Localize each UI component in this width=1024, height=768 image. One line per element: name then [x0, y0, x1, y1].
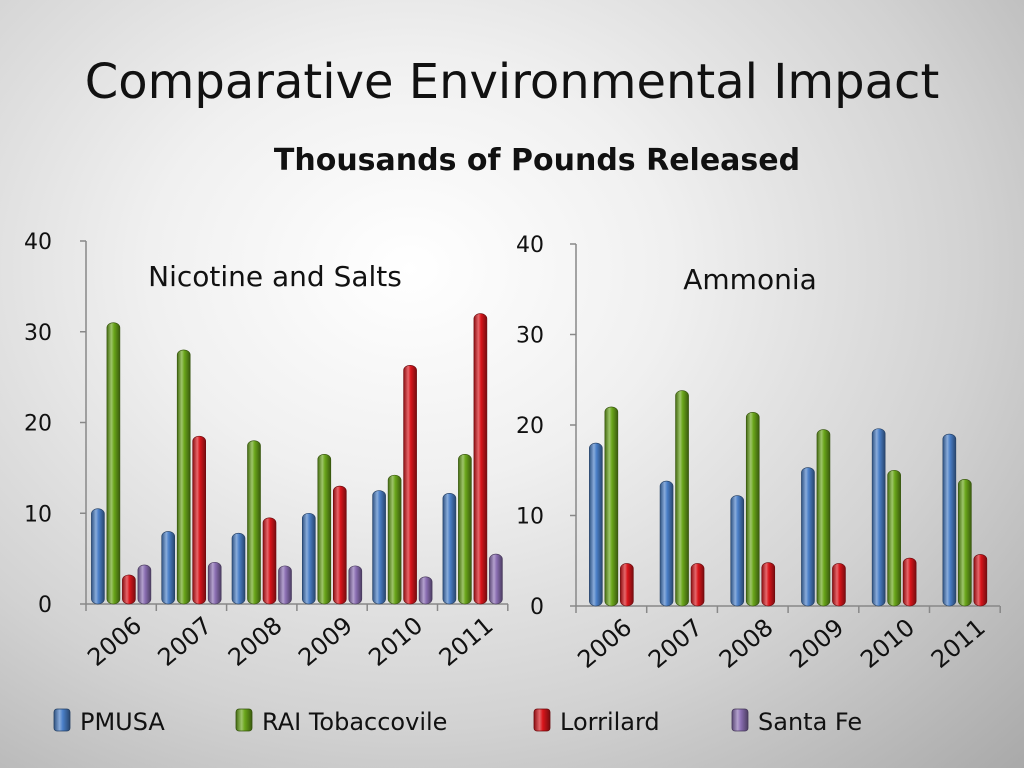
bar-ammonia-rai-tobaccovile-2007 — [675, 390, 689, 607]
x-tick-label: 2008 — [223, 611, 288, 672]
slide-subtitle: Thousands of Pounds Released — [274, 143, 800, 178]
bar-nicotine-and-salts-lorrilard-2011 — [473, 313, 488, 605]
bar-nicotine-and-salts-santa-fe-2011 — [489, 553, 503, 605]
bar-nicotine-and-salts-pmusa-2010 — [372, 490, 386, 605]
x-tick-label: 2009 — [293, 611, 358, 672]
y-tick-label: 30 — [24, 321, 52, 346]
bar-nicotine-and-salts-rai-tobaccovile-2008 — [247, 440, 261, 605]
bar-ammonia-pmusa-2009 — [801, 467, 815, 607]
x-tick-label: 2011 — [926, 613, 991, 674]
bar-nicotine-and-salts-pmusa-2007 — [161, 531, 175, 605]
bar-nicotine-and-salts-pmusa-2009 — [301, 512, 316, 605]
bar-nicotine-and-salts-rai-tobaccovile-2010 — [387, 474, 402, 605]
bar-nicotine-and-salts-pmusa-2008 — [231, 532, 246, 605]
bar-nicotine-and-salts-pmusa-2011 — [442, 492, 457, 605]
bar-ammonia-rai-tobaccovile-2008 — [745, 412, 760, 607]
bar-nicotine-and-salts-pmusa-2006 — [91, 508, 105, 605]
legend-label-santa-fe: Santa Fe — [758, 708, 862, 736]
panel-title-nicotine-and-salts: Nicotine and Salts — [148, 260, 402, 293]
legend-swatch-pmusa — [53, 708, 71, 732]
legend-swatch-santa-fe — [731, 708, 749, 732]
legend-item-lorrilard: Lorrilard — [533, 708, 660, 736]
bar-nicotine-and-salts-santa-fe-2009 — [348, 565, 363, 605]
legend-label-pmusa: PMUSA — [80, 708, 165, 736]
bar-ammonia-pmusa-2008 — [730, 495, 745, 607]
bar-nicotine-and-salts-lorrilard-2009 — [332, 485, 347, 605]
bar-nicotine-and-salts-santa-fe-2006 — [137, 564, 152, 605]
bar-ammonia-rai-tobaccovile-2010 — [887, 469, 901, 607]
y-tick-label: 20 — [516, 414, 544, 439]
y-tick-label: 10 — [24, 502, 52, 527]
y-tick-label: 40 — [24, 230, 52, 255]
bar-nicotine-and-salts-rai-tobaccovile-2009 — [317, 453, 332, 605]
bar-ammonia-lorrilard-2008 — [761, 562, 776, 607]
chart-panel-ammonia: Ammonia 0 10 20 30 40 2006 2007 2008 2009 2010 2011 — [516, 233, 1001, 674]
legend-swatch-lorrilard — [533, 708, 551, 732]
bar-nicotine-and-salts-lorrilard-2010 — [403, 365, 417, 605]
bar-nicotine-and-salts-santa-fe-2007 — [207, 561, 222, 605]
bar-nicotine-and-salts-rai-tobaccovile-2011 — [458, 453, 472, 605]
slide-title: Comparative Environmental Impact — [85, 54, 940, 110]
legend-label-rai-tobaccovile: RAI Tobaccovile — [262, 708, 447, 736]
y-tick-label: 30 — [516, 324, 544, 349]
y-tick-label: 40 — [516, 233, 544, 258]
bar-ammonia-lorrilard-2007 — [690, 563, 705, 607]
y-tick-label: 10 — [516, 505, 544, 530]
y-tick-label: 0 — [38, 593, 52, 618]
bar-nicotine-and-salts-santa-fe-2010 — [418, 576, 433, 605]
bar-nicotine-and-salts-rai-tobaccovile-2006 — [106, 322, 121, 605]
bar-nicotine-and-salts-rai-tobaccovile-2007 — [176, 349, 191, 605]
x-tick-label: 2009 — [785, 613, 850, 674]
bar-ammonia-rai-tobaccovile-2009 — [816, 429, 831, 607]
x-tick-label: 2008 — [714, 613, 779, 674]
bar-nicotine-and-salts-lorrilard-2007 — [192, 435, 206, 605]
bar-ammonia-lorrilard-2009 — [832, 563, 846, 607]
legend-swatch-rai-tobaccovile — [235, 708, 253, 732]
bar-ammonia-lorrilard-2011 — [973, 554, 988, 607]
x-tick-label: 2010 — [363, 611, 428, 672]
legend-item-rai-tobaccovile: RAI Tobaccovile — [235, 708, 447, 736]
legend-item-santa-fe: Santa Fe — [731, 708, 862, 736]
x-tick-label: 2007 — [153, 611, 218, 672]
legend-item-pmusa: PMUSA — [53, 708, 165, 736]
bar-ammonia-lorrilard-2006 — [620, 563, 634, 607]
y-tick-label: 20 — [24, 412, 52, 437]
legend: PMUSA RAI Tobaccovile Lorrilard Santa Fe — [53, 708, 862, 736]
bar-ammonia-pmusa-2007 — [659, 480, 674, 607]
x-tick-label: 2011 — [434, 611, 499, 672]
legend-label-lorrilard: Lorrilard — [560, 708, 660, 736]
bar-ammonia-rai-tobaccovile-2011 — [958, 478, 972, 607]
bar-nicotine-and-salts-lorrilard-2006 — [122, 574, 136, 605]
bar-ammonia-rai-tobaccovile-2006 — [604, 406, 619, 607]
bar-ammonia-pmusa-2011 — [942, 433, 957, 607]
x-tick-label: 2006 — [572, 613, 637, 674]
bar-ammonia-pmusa-2006 — [589, 442, 603, 607]
x-tick-label: 2007 — [643, 613, 708, 674]
bar-nicotine-and-salts-lorrilard-2008 — [262, 517, 277, 605]
bar-ammonia-lorrilard-2010 — [902, 557, 917, 607]
x-tick-label: 2010 — [855, 613, 920, 674]
panel-title-ammonia: Ammonia — [683, 263, 817, 296]
y-tick-label: 0 — [530, 595, 544, 620]
x-tick-label: 2006 — [82, 611, 147, 672]
bar-ammonia-pmusa-2010 — [871, 428, 886, 607]
bar-nicotine-and-salts-santa-fe-2008 — [278, 565, 292, 605]
